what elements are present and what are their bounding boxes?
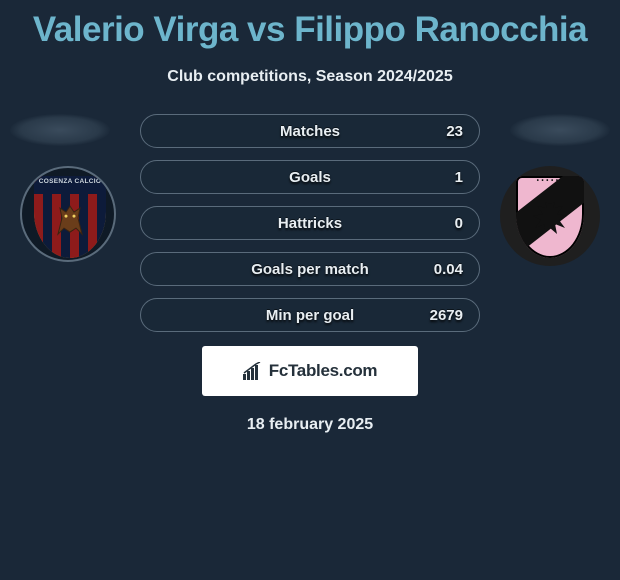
- stat-value-right: 0: [455, 215, 463, 232]
- cosenza-ring: COSENZA CALCIO: [20, 166, 116, 262]
- stat-label: Matches: [280, 123, 340, 140]
- club-badge-left: COSENZA CALCIO: [20, 166, 120, 266]
- stat-value-right: 23: [446, 123, 463, 140]
- stat-row-hattricks: Hattricks 0: [140, 206, 480, 240]
- palermo-shield: • • • • • •: [516, 176, 584, 258]
- date-text: 18 february 2025: [0, 416, 620, 434]
- ellipse-shadow-right: [510, 114, 610, 146]
- stat-value-right: 1: [455, 169, 463, 186]
- stat-value-right: 0.04: [434, 261, 463, 278]
- stat-label: Goals: [289, 169, 331, 186]
- stat-row-goals-per-match: Goals per match 0.04: [140, 252, 480, 286]
- brand-text: FcTables.com: [269, 361, 378, 381]
- stat-row-goals: Goals 1: [140, 160, 480, 194]
- page-title: Valerio Virga vs Filippo Ranocchia: [0, 0, 620, 50]
- eagle-icon: [529, 198, 571, 240]
- club-badge-right: • • • • • •: [500, 166, 600, 266]
- subtitle: Club competitions, Season 2024/2025: [0, 68, 620, 86]
- stat-row-min-per-goal: Min per goal 2679: [140, 298, 480, 332]
- stat-label: Hattricks: [278, 215, 342, 232]
- cosenza-shield: COSENZA CALCIO: [34, 176, 106, 258]
- stat-label: Goals per match: [251, 261, 369, 278]
- stat-label: Min per goal: [266, 307, 354, 324]
- ellipse-shadow-left: [10, 114, 110, 146]
- stat-value-right: 2679: [430, 307, 463, 324]
- stat-row-matches: Matches 23: [140, 114, 480, 148]
- brand-box: FcTables.com: [202, 346, 418, 396]
- bars-icon: [243, 362, 263, 380]
- wolf-icon: [50, 198, 90, 240]
- cosenza-top-text: COSENZA CALCIO: [34, 176, 106, 194]
- palermo-bg: • • • • • •: [500, 166, 600, 266]
